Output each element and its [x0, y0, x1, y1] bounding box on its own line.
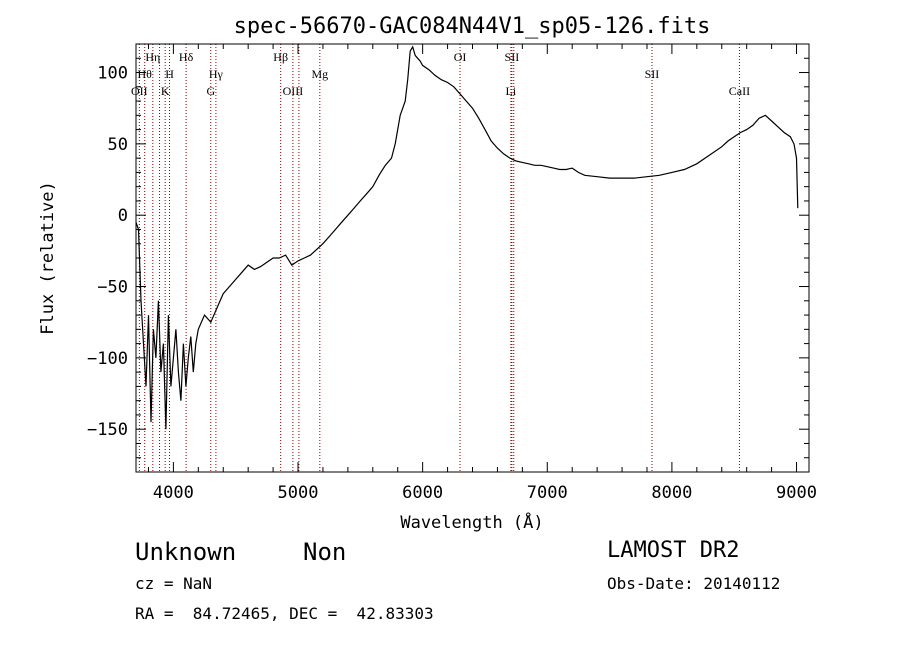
x-axis-label: Wavelength (Å) — [400, 511, 543, 533]
class-label: Unknown — [135, 538, 237, 566]
y-tick-label: −50 — [97, 278, 128, 298]
x-tick-label: 6000 — [402, 483, 443, 503]
x-tick-label: 8000 — [651, 483, 692, 503]
survey-label: LAMOST DR2 — [607, 538, 740, 563]
marker-label: K — [161, 84, 170, 98]
y-tick-label: −150 — [87, 420, 128, 440]
y-tick-label: −100 — [87, 349, 128, 369]
marker-label: H — [165, 67, 174, 81]
x-tick-label: 4000 — [153, 483, 194, 503]
y-tick-label: 0 — [118, 206, 128, 226]
subclass-label: Non — [303, 538, 347, 566]
marker-label: Li — [506, 84, 517, 98]
marker-label: SII — [645, 67, 660, 81]
marker-label: OIII — [283, 84, 304, 98]
marker-label: Hγ — [209, 67, 224, 81]
x-tick-label: 9000 — [776, 483, 817, 503]
y-axis-label: Flux (relative) — [38, 181, 58, 335]
marker-label: Hδ — [179, 50, 194, 64]
x-tick-label: 5000 — [278, 483, 319, 503]
marker-label: G — [206, 84, 215, 98]
radec-label: RA = 84.72465, DEC = 42.83303 — [135, 604, 434, 623]
marker-label: Hη — [145, 50, 160, 64]
line-markers: OII Hθ Hη KH Hδ G Hγ Hβ OIII Mg OI Li SII SII CaII — [131, 44, 750, 472]
x-tick-label: 7000 — [527, 483, 568, 503]
chart-title: spec-56670-GAC084N44V1_sp05-126.fits — [234, 14, 711, 39]
obs-date-label: Obs-Date: 20140112 — [607, 574, 781, 593]
spectrum-series — [135, 45, 799, 430]
y-tick-label: 50 — [108, 135, 128, 155]
y-tick-label: 100 — [97, 64, 128, 84]
marker-label: Mg — [311, 67, 328, 81]
marker-label: Hβ — [273, 50, 288, 64]
marker-label: OII — [131, 84, 148, 98]
x-axis: 4000 5000 6000 7000 8000 9000 — [147, 44, 817, 503]
y-axis: −150 −100 −50 0 50 100 — [87, 43, 809, 459]
spectrum-line — [135, 45, 799, 430]
marker-label: CaII — [729, 84, 750, 98]
cz-label: cz = NaN — [135, 574, 213, 593]
marker-label: Hθ — [138, 67, 153, 81]
marker-label: SII — [505, 50, 520, 64]
marker-label: OI — [454, 50, 467, 64]
